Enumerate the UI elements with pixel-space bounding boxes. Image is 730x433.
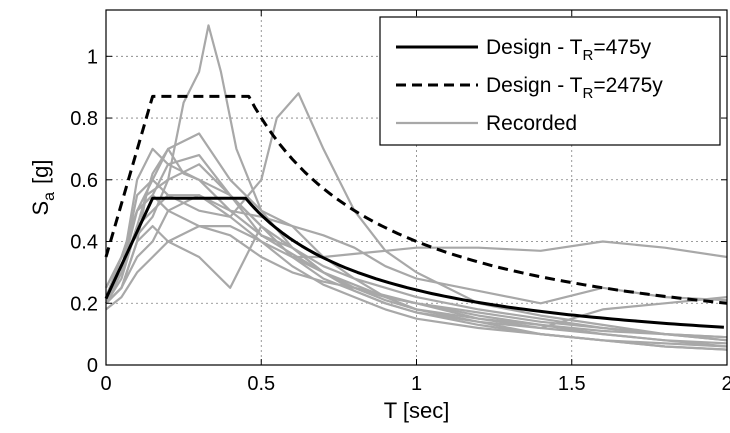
y-tick-label: 0.8 [70, 108, 98, 130]
design-line-2475 [104, 94, 728, 305]
x-tick-label: 1 [411, 373, 422, 395]
recorded-line [105, 92, 728, 342]
recorded-line [104, 154, 728, 330]
x-axis-label-text: T [sec] [384, 398, 450, 423]
y-tick-label: 0.2 [70, 293, 98, 315]
legend-label-0: Design - TR=475y [486, 36, 652, 64]
legend-label-1: Design - TR=2475y [486, 74, 663, 102]
legend: Design - TR=475y Design - TR=2475y Recorde… [379, 16, 721, 146]
y-tick-label: 0.6 [70, 170, 98, 192]
y-tick-label: 0 [87, 355, 98, 377]
y-tick-label: 0.4 [70, 232, 98, 254]
recorded-line [105, 163, 728, 339]
y-axis-label-main: S [28, 201, 53, 216]
y-axis-label-subscript: a [41, 192, 58, 201]
x-tick-label: 0.5 [247, 373, 275, 395]
x-tick-label: 0 [100, 373, 111, 395]
design-series [104, 94, 728, 329]
legend-label-2: Recorded [486, 112, 577, 135]
y-tick-label: 1 [87, 46, 98, 68]
y-axis-label-text: Sa [g] [28, 159, 58, 215]
x-tick-label: 1.5 [558, 373, 586, 395]
recorded-series [104, 24, 728, 351]
x-tick-label: 2 [721, 373, 730, 395]
design-line-475 [104, 196, 724, 329]
x-axis-label: T [sec] [384, 398, 450, 423]
axis-ticks: 0 0.5 1 1.5 2 0 0.2 0.4 0.6 0.8 1 [70, 10, 730, 395]
y-axis-label-unit: [g] [28, 159, 53, 183]
recorded-line [105, 194, 728, 351]
recorded-line [105, 225, 728, 342]
y-axis-label: Sa [g] [28, 159, 58, 215]
